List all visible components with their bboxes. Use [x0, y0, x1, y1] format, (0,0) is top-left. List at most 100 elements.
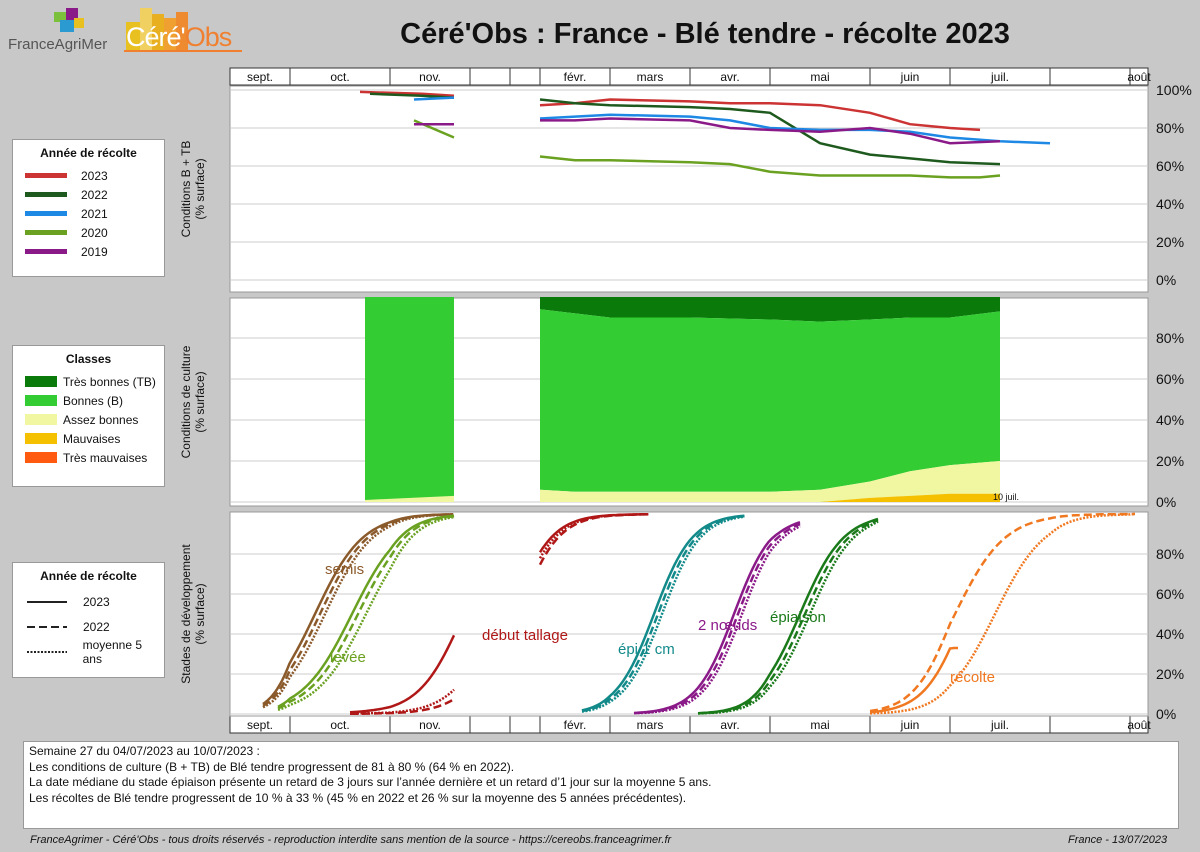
y-tick-label: 80% [1156, 330, 1184, 346]
legend-years: Année de récolte 2023 2022 2021 2020 2019 [12, 139, 165, 277]
franceagrimer-logo: FranceAgriMer [8, 6, 113, 54]
cereobs-logo-bars [124, 8, 242, 52]
series-line-2021 [413, 96, 455, 101]
y-tick-label: 40% [1156, 626, 1184, 642]
stage-label: 2 nœuds [698, 617, 757, 634]
y-axis-label: Stades de développement(% surface) [179, 544, 207, 684]
stage-curve-2023 [581, 514, 745, 712]
month-label: nov. [419, 718, 441, 732]
comment-box: Semaine 27 du 04/07/2023 au 10/07/2023 :… [23, 741, 1179, 829]
area-assez-bonnes [540, 461, 1000, 502]
stage-curve-2022 [350, 698, 455, 716]
legend-swatch [25, 376, 57, 387]
stage-curve-2023 [869, 646, 958, 714]
y-axis-label-line: (% surface) [193, 583, 207, 644]
legend-years-items: 2023 2022 2021 2020 2019 [13, 166, 164, 261]
legend-year-label: 2019 [81, 244, 108, 259]
legend-class-item: Très mauvaises [13, 448, 164, 467]
y-axis-label-line: (% surface) [193, 158, 207, 219]
area-bonnes [365, 297, 454, 502]
y-axis-label-line: Stades de développement [179, 544, 193, 684]
legend-stage-item: moyenne 5 ans [13, 638, 164, 666]
legend-swatch [25, 173, 67, 178]
legend-swatch [25, 230, 67, 235]
stage-curve-2023 [349, 634, 456, 714]
stage-curve-moyenne-5-ans [581, 515, 745, 713]
stage-curve-moyenne-5-ans [538, 513, 649, 559]
y-tick-label: 0% [1156, 494, 1176, 510]
month-label: févr. [564, 718, 587, 732]
y-tick-label: 60% [1156, 158, 1184, 174]
month-label: avr. [720, 718, 739, 732]
month-label: juin [900, 70, 920, 84]
stage-curve-moyenne-5-ans [869, 512, 1136, 715]
classes-chart: 80% 60% 40% 20% 0% 10 juil. Conditions de cult… [179, 297, 1184, 510]
legend-year-label: 2020 [81, 225, 108, 240]
month-label: août [1127, 70, 1151, 84]
y-tick-label: 80% [1156, 546, 1184, 562]
stage-curve-2022 [277, 514, 455, 710]
legend-class-item: Très bonnes (TB) [13, 372, 164, 391]
legend-class-label: Très bonnes (TB) [63, 374, 156, 389]
y-axis-label: Conditions de culture(% surface) [179, 345, 207, 458]
y-tick-label: 60% [1156, 371, 1184, 387]
month-label: juin [900, 718, 920, 732]
y-tick-label: 20% [1156, 666, 1184, 682]
month-label: nov. [419, 70, 441, 84]
legend-year-item: 2020 [13, 223, 164, 242]
comment-line: La date médiane du stade épiaison présen… [29, 775, 712, 789]
y-axis-label: Conditions B + TB(% surface) [179, 141, 207, 238]
franceagrimer-logo-icon [54, 8, 84, 32]
area-mauvaises [540, 493, 1000, 502]
comment-line: Semaine 27 du 04/07/2023 au 10/07/2023 : [29, 744, 260, 758]
legend-stage-item: 2022 [13, 614, 164, 639]
comment-line: Les conditions de culture (B + TB) de Bl… [29, 759, 515, 774]
legend-stage-label: 2023 [83, 594, 110, 609]
stage-curve-2023 [277, 514, 455, 708]
legend-years-title: Année de récolte [40, 146, 137, 160]
legend-year-item: 2019 [13, 242, 164, 261]
stage-curve-2022 [697, 519, 879, 715]
stage-curve-2022 [581, 514, 745, 713]
stage-curve-moyenne-5-ans [262, 513, 454, 709]
month-label: juil. [990, 718, 1009, 732]
legend-line-style [27, 625, 67, 628]
footer-date: France - 13/07/2023 [1068, 834, 1168, 846]
legend-year-item: 2022 [13, 185, 164, 204]
legend-swatch [25, 452, 57, 463]
y-tick-label: 20% [1156, 453, 1184, 469]
y-axis-label-line: Conditions B + TB [179, 141, 193, 238]
stage-label: épi 1 cm [618, 641, 675, 658]
area-bonnes [540, 309, 1000, 492]
month-label: mai [810, 70, 829, 84]
stage-curve-2022 [262, 513, 454, 707]
month-label: sept. [247, 70, 273, 84]
area-tres-bonnes [540, 297, 1000, 322]
y-axis-label-line: Conditions de culture [179, 345, 193, 458]
legend-class-item: Mauvaises [13, 429, 164, 448]
comment-line: Les récoltes de Blé tendre progressent d… [29, 790, 687, 805]
legend-classes-title: Classes [65, 352, 112, 366]
y-tick-label: 100% [1156, 82, 1192, 98]
series-line-2019 [540, 117, 1001, 145]
legend-class-label: Très mauvaises [63, 450, 148, 465]
charts-area: sept. oct. nov. févr. mars avr. mai juin juil. ao… [179, 67, 1192, 734]
legend-class-label: Assez bonnes [63, 412, 139, 427]
series-line-2023 [539, 98, 981, 132]
legend-class-label: Bonnes (B) [63, 393, 124, 408]
stages-chart: 80% 60% 40% 20% 0% semis levée début tallage épi… [179, 511, 1184, 722]
stage-label: épiaison [770, 609, 826, 626]
y-tick-label: 0% [1156, 272, 1176, 288]
legend-swatch [25, 192, 67, 197]
stage-curve-moyenne-5-ans [277, 515, 455, 711]
legend-class-item: Assez bonnes [13, 410, 164, 429]
stage-label: récolte [950, 669, 995, 686]
stage-label: début tallage [482, 627, 568, 644]
stage-curve-moyenne-5-ans [697, 520, 879, 715]
franceagrimer-logo-text: FranceAgriMer [8, 36, 108, 53]
y-tick-label: 80% [1156, 120, 1184, 136]
month-strip-bottom: sept. oct. nov. févr. mars avr. mai juin juil. ao… [229, 715, 1151, 734]
legend-swatch [25, 395, 57, 406]
cereobs-logo: Céré'Obs [124, 4, 244, 54]
month-label: oct. [330, 70, 349, 84]
